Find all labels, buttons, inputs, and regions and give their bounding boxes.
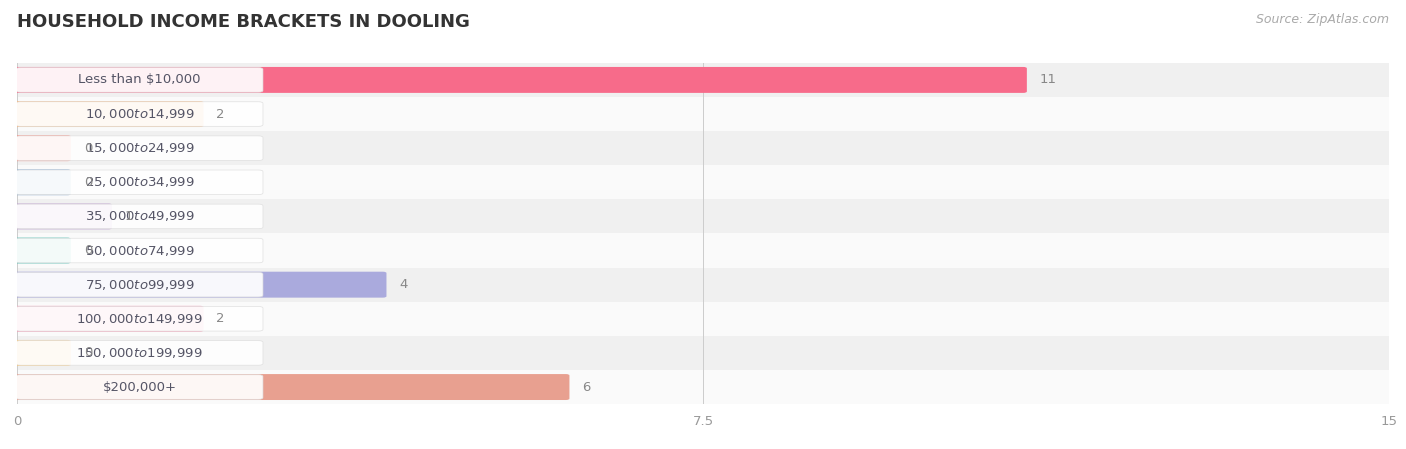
Bar (17, 199, 1389, 233)
FancyBboxPatch shape (15, 341, 263, 365)
Bar (17, 336, 1389, 370)
Text: $10,000 to $14,999: $10,000 to $14,999 (84, 107, 194, 121)
FancyBboxPatch shape (13, 272, 387, 298)
FancyBboxPatch shape (15, 68, 263, 92)
Bar (17, 131, 1389, 165)
Text: 2: 2 (217, 313, 225, 325)
Text: 11: 11 (1039, 74, 1057, 86)
Bar (17, 97, 1389, 131)
Text: 0: 0 (83, 244, 91, 257)
Bar (17, 63, 1389, 97)
FancyBboxPatch shape (13, 135, 70, 161)
Bar (17, 268, 1389, 302)
FancyBboxPatch shape (15, 136, 263, 160)
FancyBboxPatch shape (13, 340, 70, 366)
FancyBboxPatch shape (13, 169, 70, 195)
Bar (17, 165, 1389, 199)
Text: $25,000 to $34,999: $25,000 to $34,999 (84, 175, 194, 189)
FancyBboxPatch shape (15, 170, 263, 194)
Text: 6: 6 (582, 381, 591, 393)
FancyBboxPatch shape (13, 67, 1026, 93)
Text: $200,000+: $200,000+ (103, 381, 177, 393)
Text: HOUSEHOLD INCOME BRACKETS IN DOOLING: HOUSEHOLD INCOME BRACKETS IN DOOLING (17, 13, 470, 31)
FancyBboxPatch shape (13, 101, 204, 127)
FancyBboxPatch shape (13, 203, 112, 229)
Text: $50,000 to $74,999: $50,000 to $74,999 (84, 243, 194, 258)
Text: 0: 0 (83, 347, 91, 359)
Text: $150,000 to $199,999: $150,000 to $199,999 (76, 346, 202, 360)
FancyBboxPatch shape (15, 204, 263, 229)
FancyBboxPatch shape (13, 238, 70, 264)
Text: 0: 0 (83, 176, 91, 189)
Text: 1: 1 (125, 210, 134, 223)
FancyBboxPatch shape (15, 273, 263, 297)
FancyBboxPatch shape (15, 102, 263, 126)
FancyBboxPatch shape (13, 306, 204, 332)
Text: 2: 2 (217, 108, 225, 120)
Bar (17, 302, 1389, 336)
Text: $35,000 to $49,999: $35,000 to $49,999 (84, 209, 194, 224)
Text: Source: ZipAtlas.com: Source: ZipAtlas.com (1256, 13, 1389, 26)
FancyBboxPatch shape (15, 307, 263, 331)
FancyBboxPatch shape (15, 375, 263, 399)
FancyBboxPatch shape (15, 238, 263, 263)
Text: $100,000 to $149,999: $100,000 to $149,999 (76, 312, 202, 326)
Bar (17, 233, 1389, 268)
Text: $75,000 to $99,999: $75,000 to $99,999 (84, 277, 194, 292)
Text: 0: 0 (83, 142, 91, 154)
Text: Less than $10,000: Less than $10,000 (79, 74, 201, 86)
FancyBboxPatch shape (13, 374, 569, 400)
Text: $15,000 to $24,999: $15,000 to $24,999 (84, 141, 194, 155)
Bar (17, 370, 1389, 404)
Text: 4: 4 (399, 278, 408, 291)
